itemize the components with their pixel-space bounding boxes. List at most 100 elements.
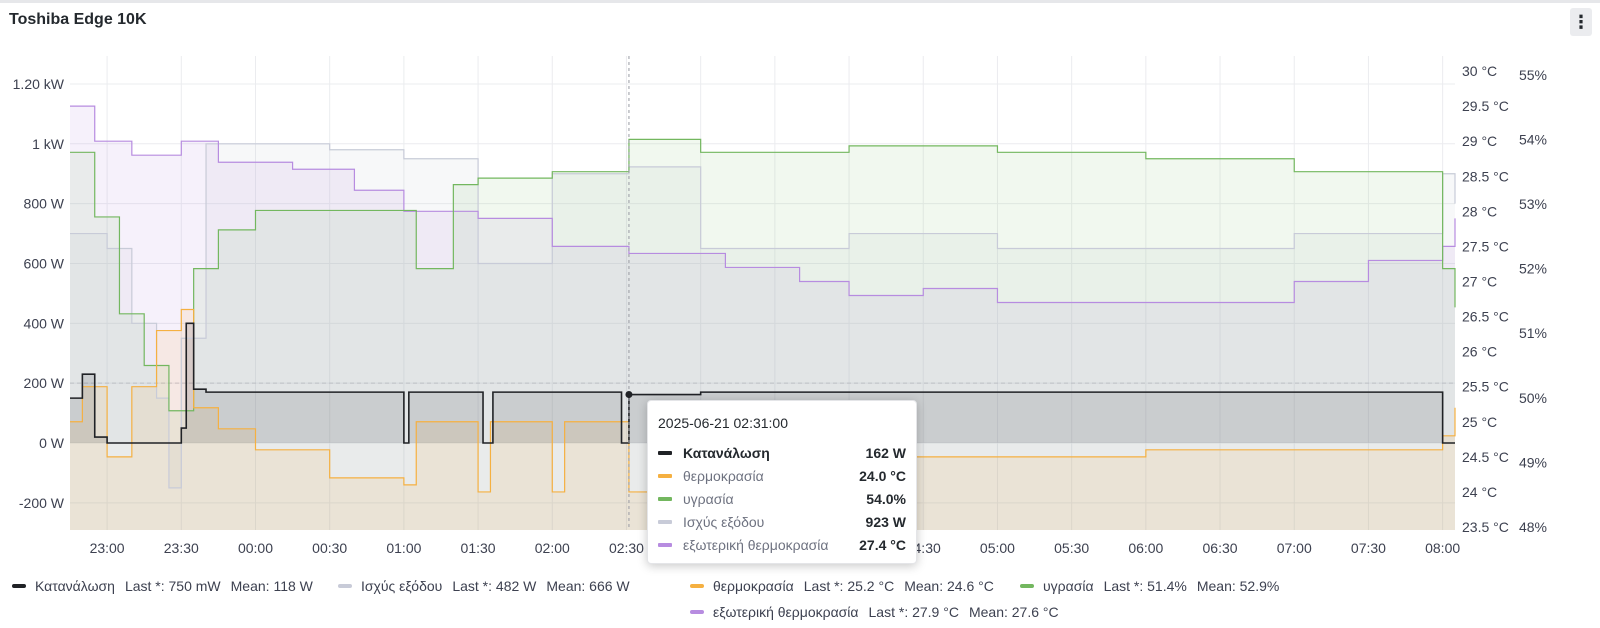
legend-item[interactable]: Ισχύς εξόδου Last *: 482 W Mean: 666 W xyxy=(338,578,640,594)
tooltip-series-value: 24.0 °C xyxy=(859,468,906,484)
y-right-humidity-tick-label: 48% xyxy=(1519,519,1547,535)
legend-item[interactable]: θερμοκρασία Last *: 25.2 °C Mean: 24.6 °C xyxy=(690,578,1004,594)
tooltip-row: θερμοκρασία 24.0 °C xyxy=(658,465,906,487)
y-left-tick-label: 0 W xyxy=(39,435,65,451)
tooltip-series-value: 923 W xyxy=(865,514,906,530)
tooltip-row: Κατανάλωση 162 W xyxy=(658,442,906,464)
tooltip-series-name: Κατανάλωση xyxy=(683,445,770,461)
tooltip-row: εξωτερική θερμοκρασία 27.4 °C xyxy=(658,534,906,556)
y-left-tick-label: 600 W xyxy=(24,255,65,271)
x-tick-label: 02:00 xyxy=(535,540,570,556)
panel-top-border xyxy=(0,0,1600,3)
tooltip-series-name: εξωτερική θερμοκρασία xyxy=(683,537,829,553)
tooltip-time: 2025-06-21 02:31:00 xyxy=(658,415,788,431)
legend-item[interactable]: υγρασία Last *: 51.4% Mean: 52.9% xyxy=(1020,578,1289,594)
y-right-humidity-tick-label: 54% xyxy=(1519,131,1547,147)
panel-menu-icon[interactable]: ⋮ xyxy=(1570,8,1592,36)
y-right-temp-tick-label: 27 °C xyxy=(1462,273,1497,289)
x-tick-label: 07:30 xyxy=(1351,540,1386,556)
y-right-temp-tick-label: 28.5 °C xyxy=(1462,168,1509,184)
legend-swatch xyxy=(12,584,26,588)
legend-mean-value: Mean: 52.9% xyxy=(1196,578,1280,594)
x-tick-label: 23:30 xyxy=(164,540,199,556)
x-tick-label: 01:30 xyxy=(461,540,496,556)
tooltip-series-value: 162 W xyxy=(865,445,906,461)
tooltip-row: υγρασία 54.0% xyxy=(658,488,906,510)
x-tick-label: 01:00 xyxy=(386,540,421,556)
y-right-humidity-tick-label: 51% xyxy=(1519,325,1547,341)
legend-mean-value: Mean: 118 W xyxy=(230,578,313,594)
legend-swatch xyxy=(338,584,352,588)
legend-last-value: Last *: 51.4% xyxy=(1103,578,1187,594)
y-right-temp-tick-label: 23.5 °C xyxy=(1462,519,1509,535)
x-tick-label: 00:00 xyxy=(238,540,273,556)
legend-swatch xyxy=(690,610,704,614)
legend-mean-value: Mean: 27.6 °C xyxy=(968,604,1059,620)
y-left-tick-label: 800 W xyxy=(24,196,65,212)
legend-last-value: Last *: 25.2 °C xyxy=(803,578,895,594)
legend-last-value: Last *: 482 W xyxy=(452,578,537,594)
y-right-humidity-tick-label: 55% xyxy=(1519,67,1547,83)
legend-last-value: Last *: 750 mW xyxy=(124,578,221,594)
x-tick-label: 05:30 xyxy=(1054,540,1089,556)
series-lines xyxy=(70,105,1456,493)
legend-series-name[interactable]: θερμοκρασία xyxy=(713,578,794,594)
tooltip-series-name: Ισχύς εξόδου xyxy=(683,514,765,530)
chart-tooltip: 2025-06-21 02:31:00 Κατανάλωση 162 W θερμο… xyxy=(647,400,917,564)
y-left-tick-label: 400 W xyxy=(24,315,65,331)
y-right-humidity-tick-label: 50% xyxy=(1519,390,1547,406)
y-left-tick-label: 200 W xyxy=(24,375,65,391)
legend-series-name[interactable]: Κατανάλωση xyxy=(35,578,115,594)
y-right-temp-tick-label: 30 °C xyxy=(1462,63,1497,79)
tooltip-series-value: 27.4 °C xyxy=(859,537,906,553)
y-right-temp-tick-label: 27.5 °C xyxy=(1462,238,1509,254)
x-tick-label: 05:00 xyxy=(980,540,1015,556)
y-left-tick-label: 1.20 kW xyxy=(13,76,65,92)
legend-item[interactable]: εξωτερική θερμοκρασία Last *: 27.9 °C Mean… xyxy=(690,604,1069,620)
tooltip-swatch xyxy=(658,474,672,478)
legend-series-name[interactable]: Ισχύς εξόδου xyxy=(361,578,443,594)
legend-series-name[interactable]: υγρασία xyxy=(1043,578,1094,594)
y-right-temp-tick-label: 26 °C xyxy=(1462,344,1497,360)
series-line-2 xyxy=(70,308,1456,493)
y-right-temp-tick-label: 29.5 °C xyxy=(1462,98,1509,114)
tooltip-row: Ισχύς εξόδου 923 W xyxy=(658,511,906,533)
legend-item[interactable]: Κατανάλωση Last *: 750 mW Mean: 118 W xyxy=(12,578,323,594)
legend-mean-value: Mean: 24.6 °C xyxy=(904,578,994,594)
y-right-temp-tick-label: 24.5 °C xyxy=(1462,449,1509,465)
series-area-0 xyxy=(70,323,1455,443)
y-left-tick-label: 1 kW xyxy=(32,136,65,152)
tooltip-series-value: 54.0% xyxy=(866,491,906,507)
x-tick-label: 00:30 xyxy=(312,540,347,556)
y-right-temp-tick-label: 25.5 °C xyxy=(1462,379,1509,395)
x-tick-label: 08:00 xyxy=(1425,540,1460,556)
y-right-temp-tick-label: 28 °C xyxy=(1462,203,1497,219)
series-line-3 xyxy=(70,138,1456,412)
y-right-humidity-tick-label: 53% xyxy=(1519,196,1547,212)
series-line-4 xyxy=(70,105,1456,304)
tooltip-swatch xyxy=(658,520,672,524)
legend-series-name[interactable]: εξωτερική θερμοκρασία xyxy=(713,604,859,620)
tooltip-series-name: θερμοκρασία xyxy=(683,468,764,484)
y-left-tick-label: -200 W xyxy=(19,495,65,511)
y-right-temp-tick-label: 24 °C xyxy=(1462,484,1497,500)
tooltip-swatch xyxy=(658,497,672,501)
crosshair xyxy=(625,56,633,530)
tooltip-series-name: υγρασία xyxy=(683,491,734,507)
x-tick-label: 02:30 xyxy=(609,540,644,556)
panel-title: Toshiba Edge 10K xyxy=(9,11,147,28)
x-tick-label: 23:00 xyxy=(90,540,125,556)
axes: -200 W 0 W 200 W 400 W 600 W 800 W 1 kW 1.20 kW… xyxy=(13,63,1547,556)
y-right-temp-tick-label: 29 °C xyxy=(1462,133,1497,149)
legend-swatch xyxy=(690,584,704,588)
tooltip-swatch xyxy=(658,543,672,547)
legend-swatch xyxy=(1020,584,1034,588)
series-line-1 xyxy=(70,143,1456,489)
y-right-temp-tick-label: 25 °C xyxy=(1462,414,1497,430)
x-tick-label: 06:30 xyxy=(1203,540,1238,556)
series-line-0 xyxy=(70,322,1455,444)
y-right-humidity-tick-label: 52% xyxy=(1519,261,1547,277)
tooltip-swatch xyxy=(658,451,672,455)
crosshair-point xyxy=(625,391,633,399)
